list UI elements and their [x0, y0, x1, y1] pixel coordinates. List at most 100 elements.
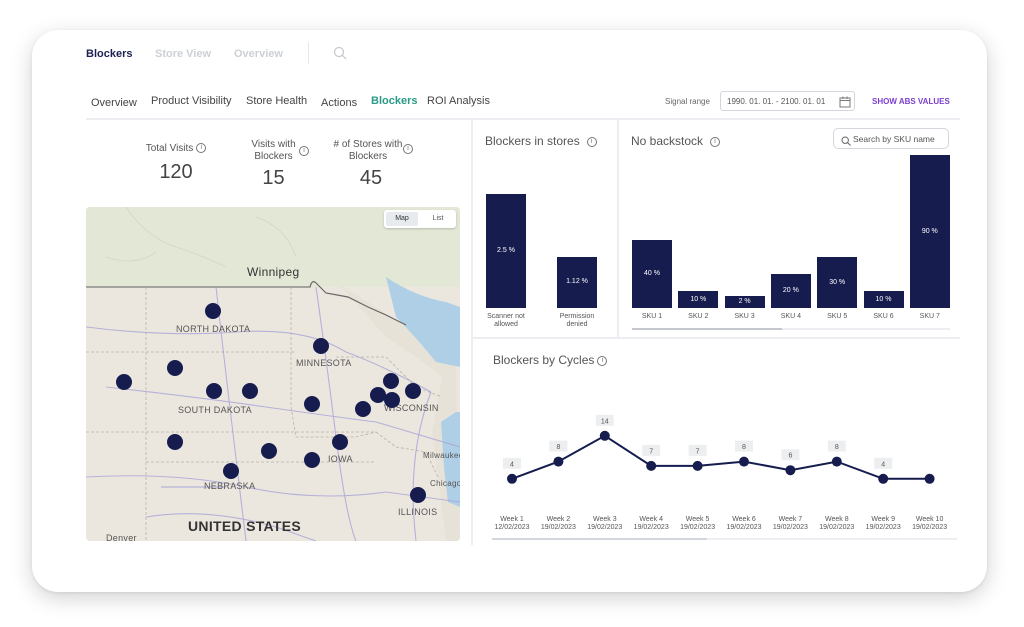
horizontal-scrollbar-track [632, 328, 950, 330]
store-marker[interactable] [384, 392, 400, 408]
tab-overview[interactable]: Overview [91, 97, 137, 109]
store-marker[interactable] [205, 303, 221, 319]
search-icon [841, 133, 851, 151]
point-label-bg [735, 440, 753, 452]
store-marker[interactable] [383, 373, 399, 389]
map-label-winnipeg: Winnipeg [247, 265, 300, 279]
map-label-milwaukee: Milwaukee [423, 451, 460, 460]
map-label-north-dakota: NORTH DAKOTA [176, 324, 251, 334]
data-point[interactable] [692, 460, 703, 471]
top-tab-store-view[interactable]: Store View [155, 48, 212, 60]
info-icon[interactable]: i [586, 136, 597, 147]
data-point[interactable] [831, 456, 842, 467]
category-label: SKU 6 [873, 313, 894, 320]
store-marker[interactable] [206, 383, 222, 399]
panel-divider-horizontal [473, 337, 960, 339]
store-marker[interactable] [261, 443, 277, 459]
point-label-bg [503, 457, 521, 469]
store-marker[interactable] [355, 401, 371, 417]
search-icon[interactable] [333, 46, 347, 65]
point-label: 6 [788, 453, 792, 460]
bar-value-label: 20 % [782, 287, 799, 294]
blockers-by-cycles-title-text: Blockers by Cycles [493, 353, 595, 367]
point-label-bg [595, 414, 614, 426]
store-marker[interactable] [304, 452, 320, 468]
horizontal-scrollbar-thumb[interactable] [492, 538, 707, 540]
x-tick-date: 19/02/2023 [912, 524, 947, 531]
horizontal-scrollbar-thumb[interactable] [632, 328, 782, 330]
x-tick-date: 19/02/2023 [634, 524, 669, 531]
store-marker[interactable] [370, 387, 386, 403]
data-point[interactable] [507, 473, 517, 484]
info-icon[interactable]: i [196, 143, 207, 154]
info-icon[interactable]: i [597, 355, 608, 366]
tab-store-health[interactable]: Store Health [246, 95, 308, 107]
store-marker[interactable] [405, 383, 421, 399]
tab-blockers[interactable]: Blockers [371, 95, 418, 107]
bar-6[interactable]: 10 % [863, 291, 904, 308]
store-marker[interactable] [116, 374, 132, 390]
store-marker[interactable] [332, 434, 348, 450]
stat-total-visits: Total Visits i 120 [136, 143, 216, 184]
point-label-bg [549, 440, 568, 452]
map-label-united-states: UNITED STATES [188, 518, 302, 534]
signal-range-input[interactable]: 1990. 01. 01. - 2100. 01. 01 [720, 91, 855, 111]
bar-value-label: 10 % [875, 295, 892, 303]
store-marker[interactable] [223, 463, 239, 479]
data-point[interactable] [785, 465, 796, 476]
panel-divider [617, 120, 619, 337]
tab-actions[interactable]: Actions [321, 97, 358, 109]
data-point[interactable] [646, 460, 657, 471]
x-tick-label: Week 1 [500, 516, 524, 523]
point-label: 8 [742, 444, 746, 451]
store-marker[interactable] [410, 487, 426, 503]
bar-3[interactable]: 2 % [724, 296, 765, 308]
point-label: 8 [835, 444, 839, 451]
data-point[interactable] [878, 473, 889, 484]
point-label: 7 [696, 448, 700, 455]
category-label: SKU 3 [734, 313, 755, 320]
bar-value-label: 40 % [644, 270, 660, 277]
info-icon[interactable]: i [299, 146, 309, 156]
signal-range-label: Signal range [665, 97, 710, 106]
top-tab-blockers[interactable]: Blockers [86, 48, 133, 60]
stat-total-visits-label: Total Visits [145, 143, 194, 154]
stat-stores-with-blockers-label: # of Stores with Blockers [333, 139, 403, 162]
list-toggle-button[interactable]: List [432, 215, 444, 222]
x-tick-date: 19/02/2023 [726, 524, 761, 531]
data-point[interactable] [739, 456, 749, 467]
store-marker[interactable] [167, 434, 183, 450]
store-marker[interactable] [313, 338, 329, 354]
x-tick-date: 19/02/2023 [680, 524, 715, 531]
data-point[interactable] [924, 473, 935, 484]
store-marker[interactable] [304, 396, 320, 412]
bar-1[interactable]: 2.5 % [486, 194, 526, 308]
calendar-icon[interactable] [839, 95, 851, 113]
map-label-nebraska: NEBRASKA [204, 481, 256, 491]
tab-roi-analysis[interactable]: ROI Analysis [427, 95, 490, 107]
show-abs-values-button[interactable]: SHOW ABS VALUES [872, 97, 950, 106]
store-marker[interactable] [242, 383, 258, 399]
bar-4[interactable]: 20 % [770, 274, 811, 308]
store-marker[interactable] [167, 360, 183, 376]
data-point[interactable] [553, 456, 564, 467]
bar-2[interactable]: 10 % [678, 291, 719, 308]
bar-7[interactable]: 90 % [909, 155, 950, 308]
bar-2[interactable]: 1.12 % [557, 256, 597, 308]
data-point[interactable] [599, 430, 610, 441]
stat-stores-with-blockers-value: 45 [359, 167, 383, 189]
bar-1[interactable]: 40 % [632, 240, 672, 308]
info-icon[interactable]: i [710, 136, 721, 147]
x-tick-date: 19/02/2023 [819, 524, 854, 531]
bar-5[interactable]: 30 % [817, 257, 858, 308]
map-view[interactable]: Winnipeg NORTH DAKOTA MINNESOTA SOUTH DA… [86, 207, 460, 541]
info-icon[interactable]: i [403, 144, 413, 154]
sku-search-input[interactable]: Search by SKU name [833, 128, 949, 149]
x-tick-label: Week 5 [686, 516, 710, 523]
tab-product-visibility[interactable]: Product Visibility [151, 95, 232, 107]
map-toggle-button[interactable]: Map [386, 212, 418, 226]
top-tab-overview[interactable]: Overview [234, 48, 283, 60]
category-label: SKU 7 [919, 313, 940, 320]
point-label-bg [688, 444, 707, 456]
